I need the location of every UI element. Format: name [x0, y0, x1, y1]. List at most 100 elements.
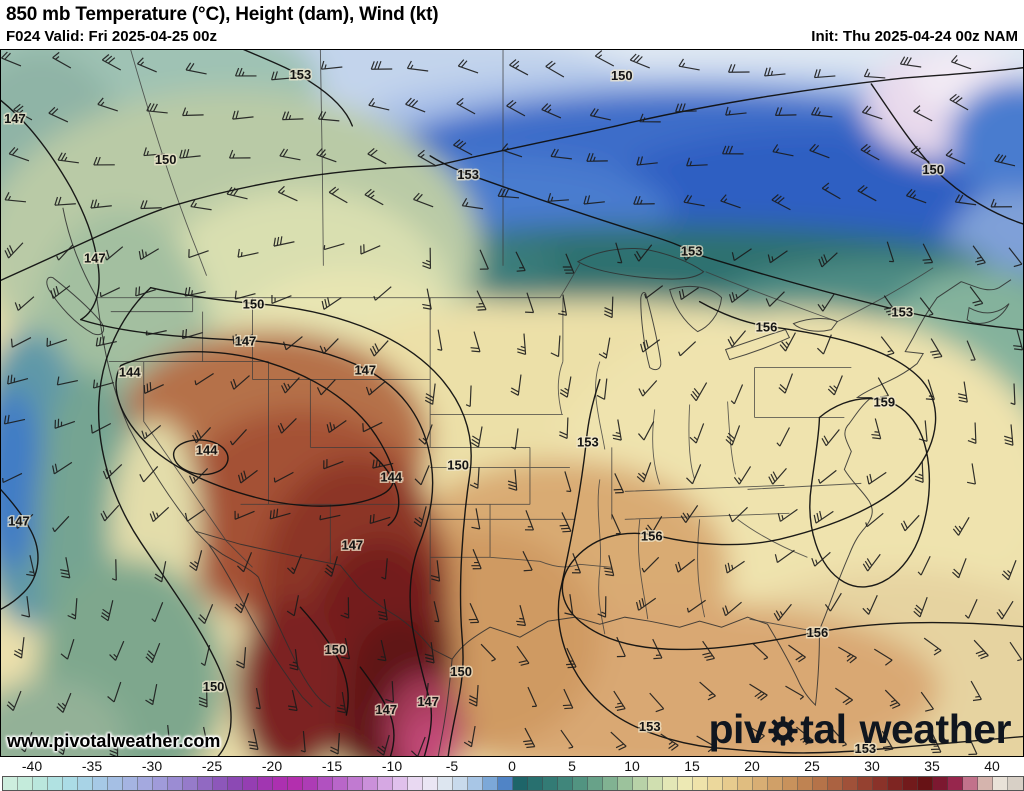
contour-label: 150 [611, 68, 633, 83]
contour-label: 150 [922, 162, 944, 177]
colorbar-tick-label: 0 [508, 758, 516, 774]
colorbar-cell [543, 777, 558, 790]
colorbar-cell [708, 777, 723, 790]
weather-map: 153 150 147 150 150 153 153 147 150 153 156 147 147 1… [0, 49, 1024, 757]
colorbar-cell [873, 777, 888, 790]
contour-label: 153 [681, 244, 703, 259]
colorbar-cell [513, 777, 528, 790]
colorbar-cell [228, 777, 243, 790]
contour-label: 156 [756, 320, 778, 335]
colorbar-cell [678, 777, 693, 790]
colorbar-cell [3, 777, 18, 790]
colorbar-tick-label: -15 [321, 758, 343, 774]
lake-huron [669, 285, 723, 333]
colorbar-cell [288, 777, 303, 790]
colorbar-cell [468, 777, 483, 790]
colorbar-cell [273, 777, 288, 790]
colorbar-cell [168, 777, 183, 790]
colorbar-cell [138, 777, 153, 790]
baja-coastline [208, 543, 331, 708]
colorbar-cell [978, 777, 993, 790]
colorbar-cell [528, 777, 543, 790]
colorbar-tick-label: 5 [568, 758, 576, 774]
colorbar-cell [918, 777, 933, 790]
colorbar-tick-label: 10 [624, 758, 640, 774]
colorbar-cell [618, 777, 633, 790]
colorbar-tick-label: -40 [21, 758, 43, 774]
colorbar-cell [558, 777, 573, 790]
contour-label: 153 [577, 434, 599, 449]
contour-label: 147 [341, 537, 363, 552]
watermark: www.pivotalweather.com [7, 731, 221, 751]
contour-label: 150 [447, 457, 469, 472]
colorbar-cell [63, 777, 78, 790]
colorbar-tick-label: -35 [81, 758, 103, 774]
colorbar-tick-label: 20 [744, 758, 760, 774]
colorbar-cell [843, 777, 858, 790]
temperature-fill-layer [1, 50, 1023, 756]
colorbar-cell [438, 777, 453, 790]
gulf-atlantic-coastline [451, 279, 1012, 707]
colorbar-cell [573, 777, 588, 790]
colorbar-cell [378, 777, 393, 790]
colorbar-cell [858, 777, 873, 790]
colorbar-cell [888, 777, 903, 790]
contour-label: 153 [891, 305, 913, 320]
contour-label: 153 [854, 741, 876, 756]
header: 850 mb Temperature (°C), Height (dam), W… [0, 0, 1024, 49]
colorbar-tick-label: 15 [684, 758, 700, 774]
contour-label: 144 [196, 442, 218, 457]
colorbar-cell [213, 777, 228, 790]
colorbar-cell [243, 777, 258, 790]
map-canvas: 153 150 147 150 150 153 153 147 150 153 156 147 147 1… [1, 50, 1023, 756]
colorbar-cell [258, 777, 273, 790]
colorbar-cell [693, 777, 708, 790]
colorbar-cell [183, 777, 198, 790]
colorbar-cell [18, 777, 33, 790]
contour-label: 153 [290, 67, 312, 82]
colorbar-tick-label: 30 [864, 758, 880, 774]
colorbar-cell [663, 777, 678, 790]
contour-label: 156 [641, 528, 663, 543]
colorbar-cell [333, 777, 348, 790]
gear-icon [768, 715, 798, 746]
colorbar-cell [123, 777, 138, 790]
contour-label: 150 [243, 297, 265, 312]
colorbar-cell [33, 777, 48, 790]
lake-ontario [792, 317, 839, 332]
colorbar-tick-label: -5 [445, 758, 459, 774]
contour-label: 144 [119, 365, 141, 380]
nova-scotia [966, 303, 1010, 324]
colorbar-tick-label: 40 [984, 758, 1000, 774]
contour-label: 147 [84, 251, 106, 266]
colorbar-cell [423, 777, 438, 790]
contour-label: 150 [155, 152, 177, 167]
colorbar-cell [1008, 777, 1023, 790]
colorbar-cells [2, 776, 1024, 791]
contour-label: 156 [807, 625, 829, 640]
colorbar-ticks: -40 -35 -30 -25 -20 -15 -10 -5 0 5 10 15 20 25 30 35 40 [0, 758, 1024, 774]
colorbar-cell [813, 777, 828, 790]
canada-border [96, 50, 934, 323]
colorbar-cell [648, 777, 663, 790]
contour-label: 147 [354, 363, 376, 378]
contour-label: 147 [375, 702, 397, 717]
contour-label: 153 [457, 167, 479, 182]
colorbar-cell [198, 777, 213, 790]
colorbar-cell [798, 777, 813, 790]
colorbar-tick-label: -10 [381, 758, 403, 774]
state-borders [108, 297, 862, 635]
colorbar-cell [348, 777, 363, 790]
contour-label: 147 [8, 513, 30, 528]
colorbar-cell [318, 777, 333, 790]
colorbar-cell [903, 777, 918, 790]
pacific-coastline [62, 207, 209, 545]
vancouver-island [46, 276, 105, 336]
pivotal-weather-logo: piv tal weather [708, 709, 1011, 750]
contour-label: 150 [203, 679, 225, 694]
colorbar-cell [78, 777, 93, 790]
valid-time-label: F024 Valid: Fri 2025-04-25 00z [6, 28, 217, 45]
wind-barbs-layer [1, 50, 1023, 756]
colorbar-cell [768, 777, 783, 790]
colorbar-cell [48, 777, 63, 790]
